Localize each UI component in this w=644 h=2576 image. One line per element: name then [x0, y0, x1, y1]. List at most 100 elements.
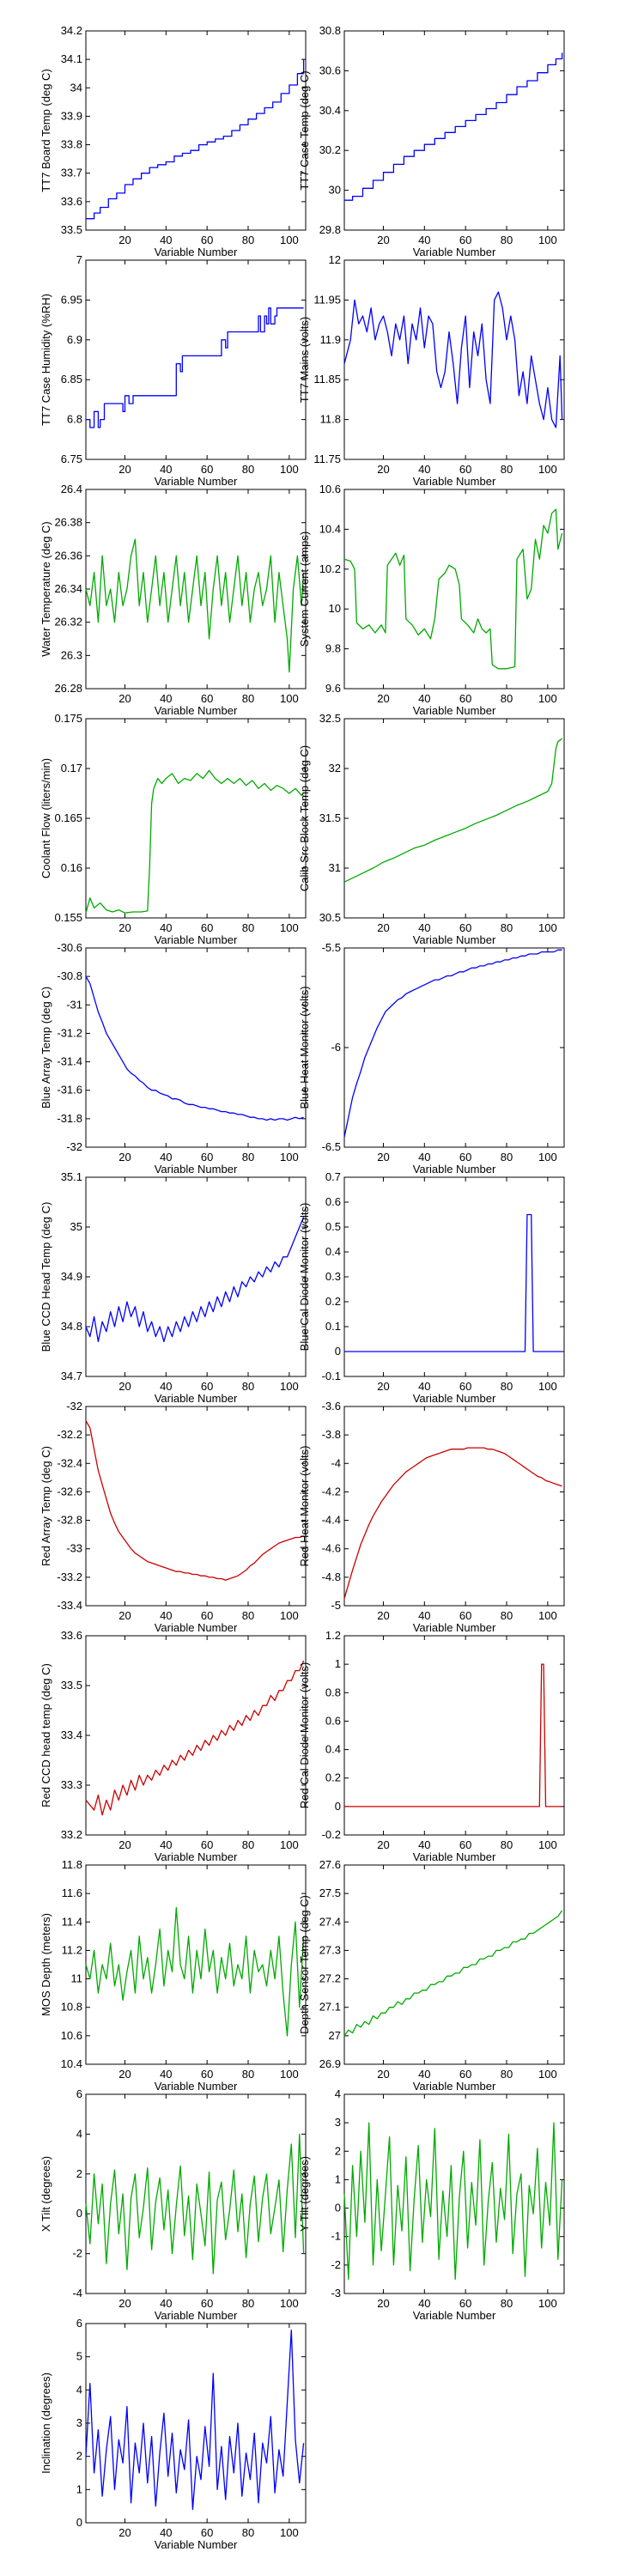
x-tick-label: 40	[160, 1609, 172, 1622]
y-axis-label: Y Tilt (degrees)	[298, 2156, 311, 2232]
y-tick-label: 30.8	[319, 24, 341, 37]
y-tick-label: 0	[76, 2207, 82, 2220]
y-tick-label: 0.16	[61, 861, 82, 874]
y-axis-label: Blue Array Temp (deg C)	[39, 987, 52, 1109]
series-line	[343, 1447, 562, 1599]
y-tick-label: 0.175	[54, 712, 82, 725]
x-axis-label: Variable Number	[413, 1392, 496, 1405]
y-tick-label: 0.165	[54, 811, 82, 824]
chart-panel: 20 40 60 80 100 -0.2 0 0.2 0.4 0.6 0.8 1 1.2 Variable…	[298, 1629, 565, 1863]
series-line	[85, 1217, 305, 1343]
y-tick-label: -30.6	[57, 941, 82, 954]
y-tick-label: 6.85	[61, 373, 82, 386]
series-line	[85, 769, 305, 914]
x-tick-label: 20	[377, 921, 389, 934]
x-axis-label: Variable Number	[155, 246, 238, 258]
y-tick-label: 34.9	[61, 1270, 82, 1283]
y-tick-label: 30.4	[319, 104, 341, 117]
x-tick-label: 20	[118, 2068, 131, 2081]
y-tick-label: -31.6	[57, 1084, 82, 1097]
plot-frame	[343, 1635, 565, 1836]
y-tick-label: 33.6	[61, 195, 82, 208]
x-tick-label: 20	[377, 463, 389, 476]
y-tick-label: 1	[76, 2482, 82, 2495]
x-tick-label: 20	[377, 1838, 389, 1851]
plot-frame	[343, 1406, 565, 1607]
y-tick-label: 0.4	[325, 1743, 341, 1756]
y-tick-label: -4	[72, 2287, 82, 2300]
x-tick-label: 60	[459, 2068, 471, 2081]
x-tick-label: 60	[459, 921, 471, 934]
x-tick-label: 20	[377, 2068, 389, 2081]
x-tick-label: 80	[242, 2526, 254, 2539]
y-tick-label: 1.2	[325, 1629, 341, 1642]
y-tick-label: 10.2	[319, 562, 341, 575]
y-tick-label: -6	[331, 1041, 341, 1054]
y-tick-label: 33.4	[61, 1728, 82, 1741]
y-tick-label: 26.9	[319, 2057, 341, 2070]
x-tick-label: 80	[242, 1151, 254, 1163]
x-tick-label: 40	[160, 2297, 172, 2310]
y-axis-label: Blue Heat Monitor (volts)	[298, 986, 311, 1109]
y-tick-label: 11.6	[62, 1886, 82, 1899]
x-tick-label: 40	[160, 2068, 172, 2081]
x-tick-label: 100	[538, 1609, 557, 1622]
y-tick-label: -4.4	[322, 1514, 341, 1527]
plot-frame	[343, 718, 565, 919]
x-tick-label: 40	[160, 1838, 172, 1851]
y-tick-label: 11.2	[62, 1943, 82, 1956]
y-tick-label: 0.7	[325, 1170, 341, 1183]
y-tick-label: 26.36	[54, 549, 82, 562]
y-tick-label: 26.3	[61, 648, 82, 661]
y-tick-label: 33.8	[61, 138, 82, 151]
x-tick-label: 20	[377, 692, 389, 705]
x-tick-label: 100	[538, 463, 557, 476]
y-tick-label: -32.6	[57, 1485, 82, 1498]
y-tick-label: 11.8	[62, 1858, 82, 1871]
x-tick-label: 80	[242, 463, 254, 476]
y-tick-label: 30.2	[319, 143, 341, 156]
plot-frame	[85, 1406, 307, 1607]
y-axis-label: Coolant Flow (liters/min)	[39, 758, 52, 878]
x-tick-label: 60	[201, 1151, 213, 1163]
chart-panel: 20 40 60 80 100 -32 -31.8 -31.6 -31.4 -31.2 -31 -30…	[39, 941, 307, 1176]
x-tick-label: 60	[201, 1838, 213, 1851]
y-tick-label: 6.9	[67, 333, 82, 346]
series-line	[85, 2330, 305, 2511]
y-tick-label: 0.2	[325, 1771, 341, 1784]
x-tick-label: 100	[538, 921, 557, 934]
y-tick-label: -33.4	[57, 1599, 82, 1612]
y-tick-label: 29.8	[319, 223, 341, 236]
x-tick-label: 20	[118, 1380, 131, 1393]
y-tick-label: -3.8	[322, 1428, 341, 1441]
x-tick-label: 100	[280, 234, 299, 246]
x-tick-label: 60	[459, 463, 471, 476]
x-tick-label: 100	[538, 1838, 557, 1851]
x-tick-label: 60	[459, 692, 471, 705]
x-tick-label: 40	[160, 921, 172, 934]
plot-frame	[85, 2323, 307, 2524]
plot-frame	[85, 947, 307, 1148]
series-line	[344, 1213, 562, 1352]
y-tick-label: 27.2	[319, 1972, 341, 1985]
x-tick-label: 60	[201, 463, 213, 476]
y-axis-label: Red Array Temp (deg C)	[39, 1446, 52, 1566]
x-tick-label: 40	[418, 921, 430, 934]
x-tick-label: 100	[280, 1609, 299, 1622]
y-tick-label: -32	[66, 1400, 82, 1413]
x-axis-label: Variable Number	[413, 933, 496, 946]
x-axis-label: Variable Number	[155, 2538, 238, 2551]
x-tick-label: 60	[459, 1380, 471, 1393]
x-axis-label: Variable Number	[155, 1163, 238, 1176]
x-axis-label: Variable Number	[413, 2309, 496, 2322]
y-axis-label: Depth Sensor Temp (deg C)	[298, 1895, 311, 2034]
chart-panel: 20 40 60 80 100 34.7 34.8 34.9 35 35.1 Variable Nu…	[39, 1170, 307, 1405]
y-tick-label: 5	[76, 2350, 82, 2363]
series-line	[85, 1907, 305, 2037]
y-tick-label: 0	[76, 2516, 82, 2529]
x-tick-label: 40	[418, 1380, 430, 1393]
y-tick-label: 6.75	[61, 453, 82, 465]
y-axis-label: Red Cal Diode Monitor (volts)	[298, 1662, 311, 1809]
y-tick-label: 33.5	[61, 1679, 82, 1692]
x-tick-label: 40	[418, 692, 430, 705]
